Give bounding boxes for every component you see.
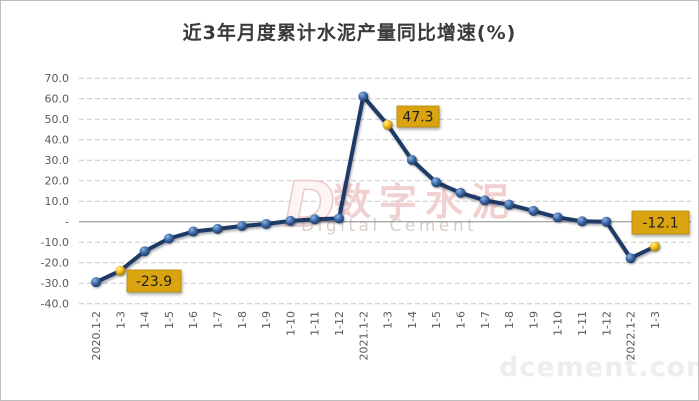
data-point xyxy=(334,213,344,224)
svg-text:2021.1-2: 2021.1-2 xyxy=(357,311,370,360)
data-point xyxy=(163,233,174,244)
data-point xyxy=(188,226,199,237)
data-point xyxy=(479,195,490,206)
svg-text:1-4: 1-4 xyxy=(406,311,419,329)
svg-text:1-3: 1-3 xyxy=(649,311,662,329)
svg-text:1-6: 1-6 xyxy=(187,311,200,329)
svg-text:2020.1-2: 2020.1-2 xyxy=(90,311,103,360)
data-point xyxy=(431,177,442,188)
highlighted-data-point xyxy=(649,241,660,252)
data-point xyxy=(504,199,515,210)
svg-text:1-8: 1-8 xyxy=(503,311,516,329)
svg-text:1-10: 1-10 xyxy=(552,311,565,336)
data-point xyxy=(601,216,612,227)
svg-text:30.0: 30.0 xyxy=(45,154,70,167)
svg-text:1-8: 1-8 xyxy=(236,311,249,329)
data-point xyxy=(139,246,150,257)
watermark-corner: dcement.com xyxy=(499,352,699,383)
data-point xyxy=(236,221,247,232)
annotation-box xyxy=(631,210,690,235)
svg-text:1-11: 1-11 xyxy=(309,311,322,336)
data-point xyxy=(91,277,101,288)
svg-text:70.0: 70.0 xyxy=(45,72,70,85)
svg-text:2022.1-2: 2022.1-2 xyxy=(625,311,638,360)
highlighted-data-point xyxy=(382,119,393,130)
data-point xyxy=(285,215,296,226)
svg-text:20.0: 20.0 xyxy=(45,175,70,188)
svg-text:-40.0: -40.0 xyxy=(41,298,69,311)
svg-text:1-4: 1-4 xyxy=(139,311,152,329)
svg-text:1-10: 1-10 xyxy=(284,311,297,336)
svg-text:1-9: 1-9 xyxy=(260,311,273,329)
data-point xyxy=(625,253,636,264)
svg-text:1-7: 1-7 xyxy=(212,311,225,329)
svg-text:-30.0: -30.0 xyxy=(41,277,69,290)
svg-text:1-12: 1-12 xyxy=(600,311,613,336)
svg-text:1-7: 1-7 xyxy=(479,311,492,329)
svg-text:1-11: 1-11 xyxy=(576,311,589,336)
data-point xyxy=(528,205,539,216)
watermark-en: Digital Cement xyxy=(301,216,477,236)
svg-text:-10.0: -10.0 xyxy=(41,236,69,249)
data-point-markers xyxy=(91,91,660,288)
annotation-box xyxy=(396,105,440,128)
data-point xyxy=(577,216,587,227)
data-point xyxy=(212,223,223,234)
annotation-box xyxy=(126,269,182,293)
data-point xyxy=(406,154,417,165)
svg-text:-20.0: -20.0 xyxy=(41,257,69,270)
data-point xyxy=(455,187,466,198)
annotation-value: 47.3 xyxy=(402,110,433,126)
y-axis-labels: 70.0 60.0 50.0 40.0 30.0 20.0 10.0 - -10.0 -20.0 -… xyxy=(41,72,69,311)
svg-text:1-12: 1-12 xyxy=(333,311,346,336)
annotation-value: -23.9 xyxy=(136,274,172,290)
annotation-value: -12.1 xyxy=(642,216,678,232)
x-axis-labels: 2020.1-2 1-3 1-4 1-5 1-6 1-7 1-8 1-9 1-10 1-11 1-1… xyxy=(90,311,662,360)
svg-text:1-9: 1-9 xyxy=(527,311,540,329)
svg-text:10.0: 10.0 xyxy=(45,195,70,208)
data-point xyxy=(261,218,272,229)
svg-text:-: - xyxy=(65,216,69,229)
watermark-logo-icon: D xyxy=(284,168,335,241)
svg-text:1-3: 1-3 xyxy=(382,311,395,329)
data-point xyxy=(552,212,563,223)
chart-title: 近3年月度累计水泥产量同比增速(%) xyxy=(182,22,517,44)
annotation-labels: -23.9 47.3 -12.1 xyxy=(126,105,690,293)
data-point xyxy=(358,91,369,102)
data-point xyxy=(309,214,320,225)
svg-text:1-5: 1-5 xyxy=(163,311,176,329)
svg-text:1-6: 1-6 xyxy=(455,311,468,329)
svg-text:60.0: 60.0 xyxy=(45,93,70,106)
svg-text:1-5: 1-5 xyxy=(430,311,443,329)
watermark-cn: 数字水泥 xyxy=(333,180,517,224)
svg-text:40.0: 40.0 xyxy=(45,134,70,147)
svg-text:1-3: 1-3 xyxy=(114,311,127,329)
svg-text:50.0: 50.0 xyxy=(45,113,70,126)
highlighted-data-point xyxy=(115,265,126,276)
